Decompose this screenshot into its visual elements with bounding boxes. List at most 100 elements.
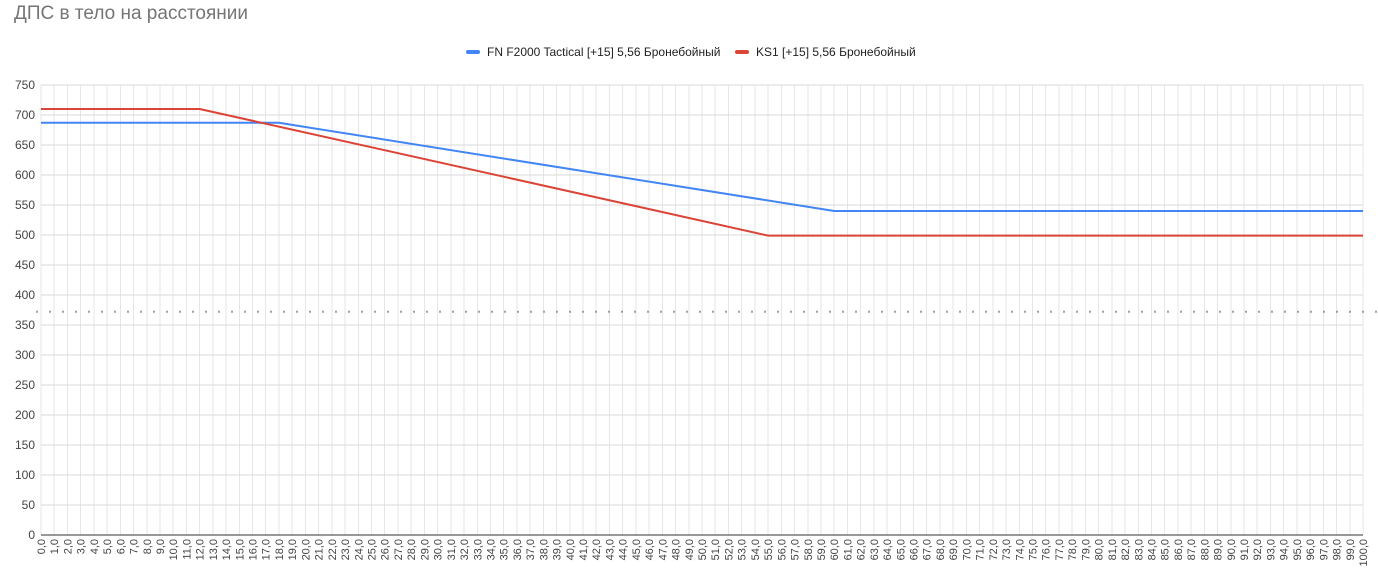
x-tick-label: 73,0	[1001, 539, 1013, 560]
x-tick-label: 76,0	[1041, 539, 1053, 560]
legend-item-ks1[interactable]: KS1 [+15] 5,56 Бронебойный	[735, 43, 916, 61]
x-tick-label: 15,0	[234, 539, 246, 560]
x-tick-label: 90,0	[1226, 539, 1238, 560]
x-tick-label: 18,0	[274, 539, 286, 560]
x-tick-label: 86,0	[1173, 539, 1185, 560]
y-tick-label: 700	[15, 108, 35, 122]
x-tick-label: 48,0	[671, 539, 683, 560]
x-tick-label: 36,0	[512, 539, 524, 560]
x-tick-label: 43,0	[604, 539, 616, 560]
x-tick-label: 17,0	[261, 539, 273, 560]
x-tick-label: 91,0	[1239, 539, 1251, 560]
x-tick-label: 75,0	[1028, 539, 1040, 560]
x-tick-label: 56,0	[776, 539, 788, 560]
x-tick-label: 9,0	[155, 539, 167, 554]
x-tick-label: 29,0	[419, 539, 431, 560]
legend-item-fn-f2000[interactable]: FN F2000 Tactical [+15] 5,56 Бронебойный	[466, 43, 720, 61]
y-tick-label: 250	[15, 378, 35, 392]
x-tick-label: 69,0	[948, 539, 960, 560]
x-tick-label: 78,0	[1067, 539, 1079, 560]
y-tick-label: 150	[15, 438, 35, 452]
y-tick-label: 450	[15, 258, 35, 272]
x-tick-label: 80,0	[1094, 539, 1106, 560]
y-tick-label: 100	[15, 468, 35, 482]
x-tick-label: 21,0	[314, 539, 326, 560]
x-tick-label: 70,0	[961, 539, 973, 560]
y-tick-label: 500	[15, 228, 35, 242]
x-tick-label: 37,0	[525, 539, 537, 560]
x-tick-label: 55,0	[763, 539, 775, 560]
x-tick-label: 60,0	[829, 539, 841, 560]
x-tick-label: 3,0	[76, 539, 88, 554]
x-tick-label: 8,0	[142, 539, 154, 554]
x-tick-label: 19,0	[287, 539, 299, 560]
x-tick-label: 92,0	[1252, 539, 1264, 560]
x-tick-label: 54,0	[750, 539, 762, 560]
y-tick-label: 350	[15, 318, 35, 332]
x-tick-label: 94,0	[1279, 539, 1291, 560]
x-tick-label: 1,0	[49, 539, 61, 554]
x-tick-label: 38,0	[538, 539, 550, 560]
x-tick-label: 83,0	[1133, 539, 1145, 560]
x-tick-label: 53,0	[737, 539, 749, 560]
x-tick-label: 27,0	[393, 539, 405, 560]
x-tick-label: 61,0	[842, 539, 854, 560]
legend-label-fn-f2000: FN F2000 Tactical [+15] 5,56 Бронебойный	[487, 45, 721, 59]
legend-swatch-ks1	[735, 50, 749, 54]
x-tick-label: 62,0	[856, 539, 868, 560]
x-tick-label: 100,0	[1358, 539, 1370, 567]
x-tick-label: 65,0	[895, 539, 907, 560]
x-tick-label: 88,0	[1199, 539, 1211, 560]
x-tick-label: 98,0	[1332, 539, 1344, 560]
x-tick-label: 2,0	[62, 539, 74, 554]
x-tick-label: 93,0	[1265, 539, 1277, 560]
y-tick-label: 300	[15, 348, 35, 362]
y-tick-label: 550	[15, 198, 35, 212]
x-tick-label: 52,0	[723, 539, 735, 560]
chart-title: ДПС в тело на расстоянии	[14, 3, 249, 24]
x-tick-label: 64,0	[882, 539, 894, 560]
x-tick-label: 22,0	[327, 539, 339, 560]
x-tick-label: 28,0	[406, 539, 418, 560]
x-tick-label: 0,0	[36, 539, 48, 554]
x-tick-label: 35,0	[499, 539, 511, 560]
x-tick-label: 84,0	[1146, 539, 1158, 560]
y-tick-label: 600	[15, 168, 35, 182]
x-tick-label: 16,0	[248, 539, 260, 560]
x-tick-label: 67,0	[922, 539, 934, 560]
x-tick-label: 12,0	[195, 539, 207, 560]
x-tick-label: 79,0	[1080, 539, 1092, 560]
x-tick-label: 95,0	[1292, 539, 1304, 560]
x-tick-label: 31,0	[446, 539, 458, 560]
x-tick-label: 42,0	[591, 539, 603, 560]
x-tick-label: 57,0	[790, 539, 802, 560]
x-tick-label: 51,0	[710, 539, 722, 560]
x-tick-label: 49,0	[684, 539, 696, 560]
x-tick-label: 96,0	[1305, 539, 1317, 560]
x-tick-label: 82,0	[1120, 539, 1132, 560]
x-tick-label: 46,0	[644, 539, 656, 560]
x-tick-label: 72,0	[988, 539, 1000, 560]
x-tick-label: 20,0	[300, 539, 312, 560]
legend-swatch-fn-f2000	[466, 50, 480, 54]
x-tick-label: 50,0	[697, 539, 709, 560]
x-tick-label: 13,0	[208, 539, 220, 560]
x-tick-label: 59,0	[816, 539, 828, 560]
x-tick-label: 74,0	[1014, 539, 1026, 560]
x-tick-label: 25,0	[367, 539, 379, 560]
y-tick-label: 0	[28, 528, 35, 542]
x-tick-label: 77,0	[1054, 539, 1066, 560]
x-tick-label: 45,0	[631, 539, 643, 560]
x-tick-label: 7,0	[129, 539, 141, 554]
x-tick-label: 10,0	[168, 539, 180, 560]
x-tick-label: 33,0	[472, 539, 484, 560]
x-tick-label: 41,0	[578, 539, 590, 560]
x-tick-label: 26,0	[380, 539, 392, 560]
x-tick-label: 24,0	[353, 539, 365, 560]
x-tick-label: 32,0	[459, 539, 471, 560]
x-tick-label: 71,0	[975, 539, 987, 560]
legend: FN F2000 Tactical [+15] 5,56 Бронебойный…	[0, 43, 1378, 61]
series-line-ks1	[41, 108, 1363, 237]
x-tick-label: 99,0	[1345, 539, 1357, 560]
